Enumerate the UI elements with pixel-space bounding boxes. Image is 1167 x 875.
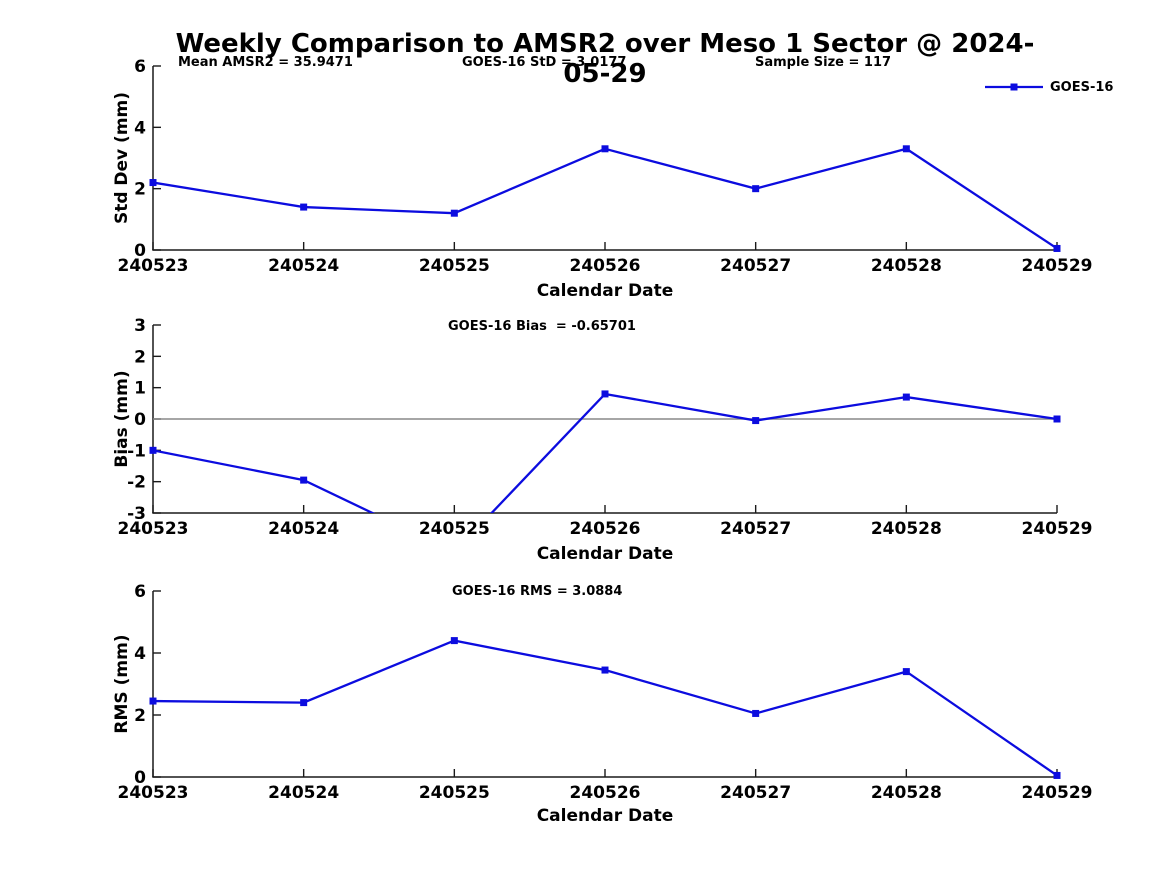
x-tick-label: 240524: [268, 519, 339, 539]
y-tick-label: 2: [134, 180, 146, 200]
x-tick-label: 240524: [268, 783, 339, 803]
x-tick-label: 240528: [871, 519, 942, 539]
annotation-goes16-rms: GOES-16 RMS = 3.0884: [452, 584, 623, 599]
annotation-mean-amsr2: Mean AMSR2 = 35.9471: [178, 55, 353, 70]
data-point-marker: [1053, 771, 1061, 779]
data-point-marker: [300, 699, 308, 707]
data-point-marker: [902, 393, 910, 401]
y-tick-label: 1: [134, 379, 146, 399]
data-point-marker: [149, 697, 157, 705]
data-point-marker: [902, 145, 910, 153]
annotation-sample-size: Sample Size = 117: [755, 55, 892, 70]
x-tick-label: 240527: [720, 519, 791, 539]
series-line-GOES-16: [153, 639, 1058, 777]
x-tick-label: 240525: [419, 783, 490, 803]
data-point-marker: [752, 417, 760, 425]
data-point-marker: [752, 185, 760, 193]
y-tick-label: 0: [134, 241, 146, 261]
x-tick-label: 240523: [118, 519, 189, 539]
data-point-marker: [1053, 244, 1061, 252]
x-tick-label: 240527: [720, 783, 791, 803]
data-point-marker: [601, 390, 609, 398]
x-tick-label: 240524: [268, 256, 339, 276]
x-tick-label: 240529: [1022, 256, 1093, 276]
y-tick-label: -2: [127, 473, 146, 493]
x-tick-label: 240525: [419, 519, 490, 539]
x-tick-label: 240523: [118, 256, 189, 276]
y-tick-label: -1: [127, 441, 146, 461]
x-tick-label: 240527: [720, 256, 791, 276]
data-point-marker: [752, 709, 760, 717]
data-point-marker: [300, 203, 308, 211]
legend-marker: [1010, 83, 1018, 91]
x-tick-label: 240523: [118, 783, 189, 803]
x-axis-label-1: Calendar Date: [536, 281, 674, 301]
data-point-marker: [450, 209, 458, 217]
x-tick-label: 240525: [419, 256, 490, 276]
data-point-marker: [149, 446, 157, 454]
y-tick-label: 6: [134, 57, 146, 77]
y-tick-label: 2: [134, 706, 146, 726]
data-point-marker: [601, 145, 609, 153]
y-tick-label: 3: [134, 316, 146, 336]
data-point-marker: [300, 476, 308, 484]
x-tick-label: 240526: [570, 256, 641, 276]
y-tick-label: 4: [134, 118, 146, 138]
data-point-marker: [450, 637, 458, 645]
subplot-std_dev: 0 2 4 6 240523 240524 240525 240526 240527 240528…: [118, 57, 1093, 276]
data-point-marker: [902, 668, 910, 676]
annotation-goes16-std: GOES-16 StD = 3.0177: [462, 55, 627, 70]
chart-title: Weekly Comparison to AMSR2 over Meso 1 S…: [175, 29, 1035, 89]
y-tick-label: -3: [127, 504, 146, 524]
y-tick-label: 6: [134, 582, 146, 602]
data-point-marker: [1053, 415, 1061, 423]
x-tick-label: 240529: [1022, 783, 1093, 803]
data-point-marker: [601, 666, 609, 674]
y-tick-label: 0: [134, 768, 146, 788]
y-tick-label: 4: [134, 644, 146, 664]
series-line-GOES-16: [153, 147, 1058, 250]
subplot-rms: 0 2 4 6 240523 240524 240525 240526 240527 240528…: [118, 582, 1093, 803]
x-tick-label: 240528: [871, 256, 942, 276]
x-axis-label-2: Calendar Date: [536, 544, 674, 564]
legend: [985, 83, 1043, 91]
x-tick-label: 240526: [570, 519, 641, 539]
x-tick-label: 240526: [570, 783, 641, 803]
x-tick-label: 240529: [1022, 519, 1093, 539]
y-tick-label: 2: [134, 347, 146, 367]
annotation-goes16-bias: GOES-16 Bias = -0.65701: [448, 319, 636, 334]
y-tick-label: 0: [134, 410, 146, 430]
x-axis-label-3: Calendar Date: [536, 806, 674, 826]
y-axis-label-bias: Bias (mm): [112, 370, 132, 468]
legend-label: GOES-16: [1050, 80, 1114, 95]
data-point-marker: [149, 179, 157, 187]
x-tick-label: 240528: [871, 783, 942, 803]
y-axis-label-rms: RMS (mm): [112, 634, 132, 734]
y-axis-label-std-dev: Std Dev (mm): [112, 91, 132, 225]
